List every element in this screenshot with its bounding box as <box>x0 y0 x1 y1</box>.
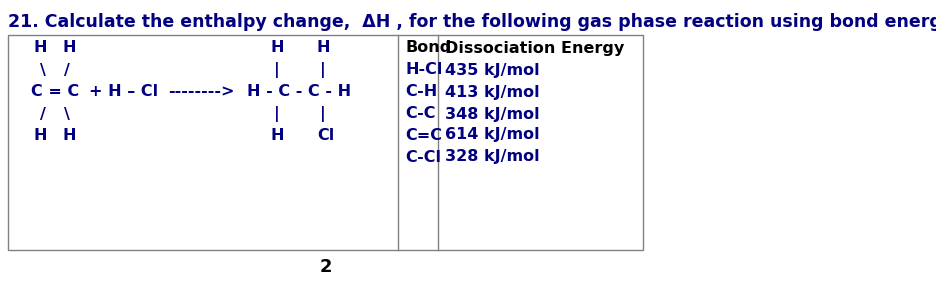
Text: /: / <box>40 107 46 121</box>
Text: C=C: C=C <box>404 127 442 142</box>
Text: H-Cl: H-Cl <box>404 62 442 78</box>
Text: |: | <box>274 106 280 122</box>
Text: \: \ <box>64 107 69 121</box>
Text: 2: 2 <box>319 258 331 276</box>
Text: 348 kJ/mol: 348 kJ/mol <box>445 107 539 121</box>
Text: 614 kJ/mol: 614 kJ/mol <box>445 127 539 142</box>
Text: Bond: Bond <box>404 40 451 56</box>
Text: \: \ <box>40 62 46 78</box>
Text: H: H <box>34 40 47 56</box>
Text: C-Cl: C-Cl <box>404 150 441 164</box>
Text: 413 kJ/mol: 413 kJ/mol <box>445 84 539 99</box>
Text: -------->: --------> <box>168 84 235 99</box>
Text: H: H <box>315 40 329 56</box>
Text: Cl: Cl <box>316 127 334 142</box>
Text: H: H <box>63 40 76 56</box>
Text: H: H <box>270 40 284 56</box>
Bar <box>8 35 642 250</box>
Text: H: H <box>270 127 284 142</box>
Text: C-C: C-C <box>404 107 435 121</box>
Text: 21. Calculate the enthalpy change,  ΔH , for the following gas phase reaction us: 21. Calculate the enthalpy change, ΔH , … <box>8 13 936 31</box>
Text: 435 kJ/mol: 435 kJ/mol <box>445 62 539 78</box>
Text: |: | <box>320 106 326 122</box>
Text: H: H <box>63 127 76 142</box>
Text: |: | <box>320 62 326 78</box>
Text: H: H <box>34 127 47 142</box>
Text: C-H: C-H <box>404 84 437 99</box>
Text: /: / <box>64 62 69 78</box>
Text: Dissociation Energy: Dissociation Energy <box>445 40 624 56</box>
Text: H - C - C - H: H - C - C - H <box>247 84 351 99</box>
Text: + H – Cl: + H – Cl <box>89 84 158 99</box>
Text: 328 kJ/mol: 328 kJ/mol <box>445 150 539 164</box>
Text: C = C: C = C <box>31 84 79 99</box>
Text: |: | <box>274 62 280 78</box>
